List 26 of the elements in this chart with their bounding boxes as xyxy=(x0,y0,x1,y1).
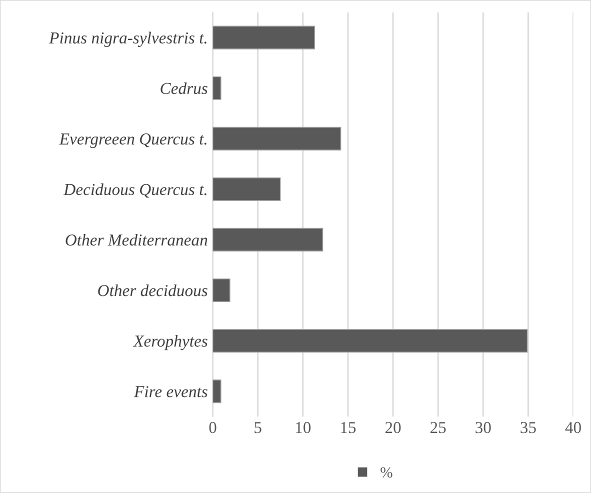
x-tick-label: 40 xyxy=(565,422,581,434)
x-tick-label: 25 xyxy=(430,422,446,434)
bar xyxy=(212,76,222,100)
x-tick-label: 10 xyxy=(296,422,311,434)
x-tick-label: 35 xyxy=(520,422,536,434)
legend-label: % xyxy=(380,467,392,478)
y-tick-label: Other Mediterranean xyxy=(66,234,208,246)
y-tick-label: Cedrus xyxy=(160,82,208,94)
y-tick-label: Xerophytes xyxy=(132,335,208,350)
y-tick-label: Evergreeen Quercus t. xyxy=(59,133,206,148)
x-tick-label: 15 xyxy=(341,422,356,434)
bar xyxy=(212,26,316,50)
bar xyxy=(212,177,281,201)
y-tick-label: Pinus nigra-sylvestris t. xyxy=(49,32,206,47)
x-tick-label: 20 xyxy=(385,422,401,434)
y-tick-label: Deciduous Quercus t. xyxy=(63,183,206,198)
bar xyxy=(212,328,528,353)
bar xyxy=(212,126,342,150)
y-tick-label: Other deciduous xyxy=(98,284,208,296)
y-tick-label: Fire events xyxy=(134,386,208,398)
bar xyxy=(212,380,222,404)
bar xyxy=(212,228,324,252)
bar xyxy=(212,278,230,302)
x-tick-label: 5 xyxy=(254,422,262,434)
x-tick-label: 0 xyxy=(209,422,216,434)
x-tick-label: 30 xyxy=(476,422,491,434)
